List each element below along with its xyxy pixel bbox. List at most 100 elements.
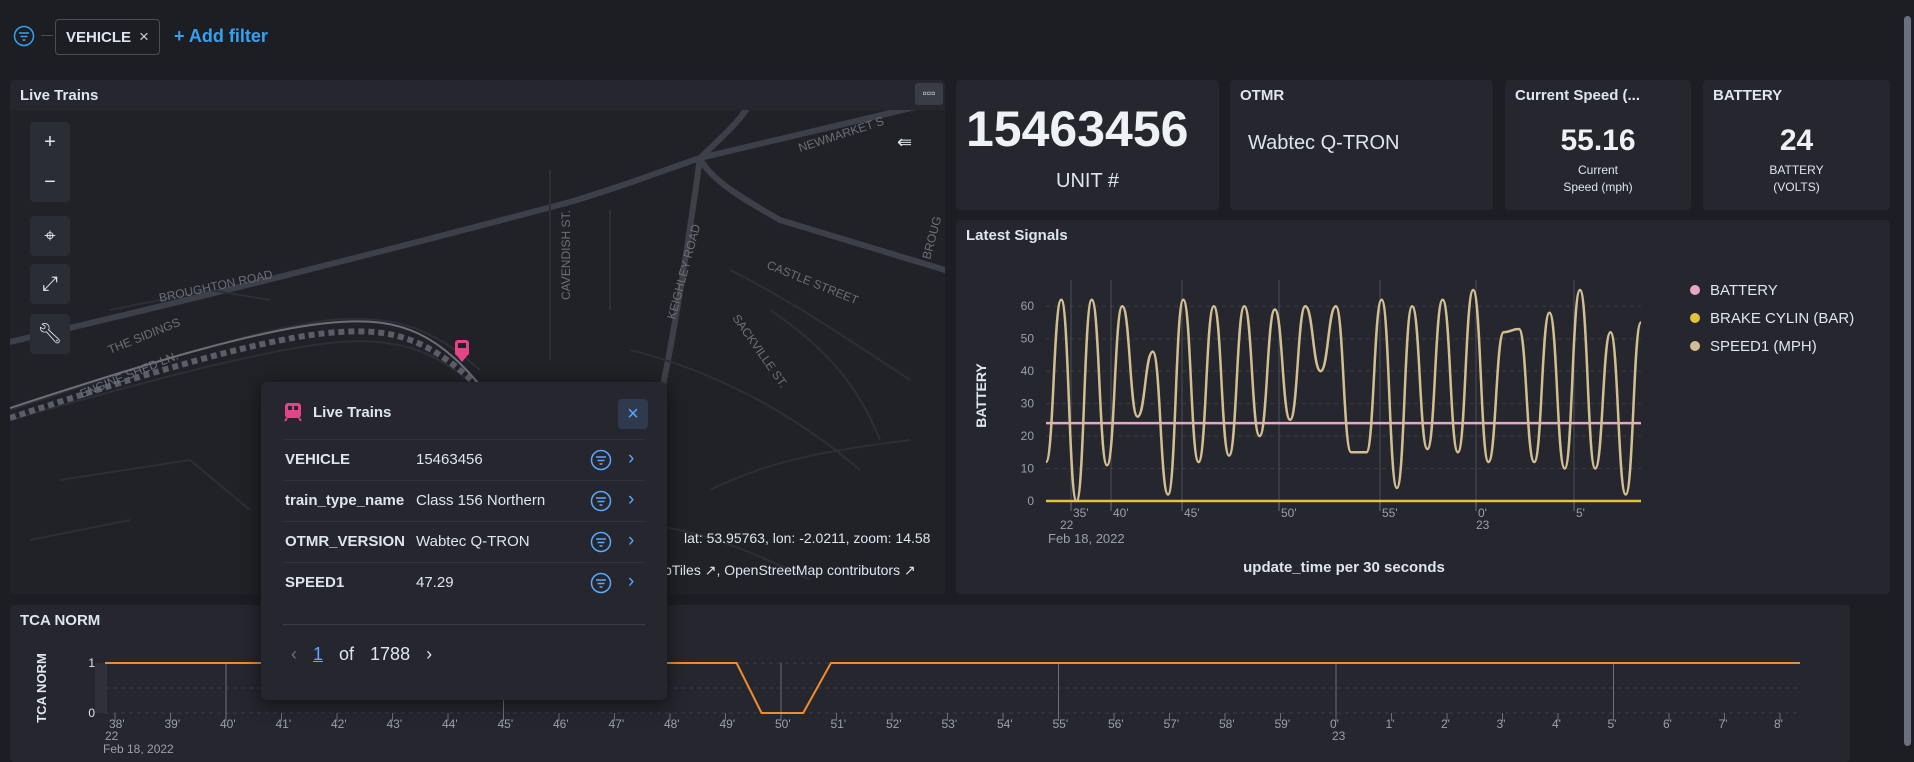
x-tick-sublabel: 23 xyxy=(1476,518,1490,532)
battery-sub-label: BATTERY xyxy=(1769,163,1824,177)
x-tick-label: 45' xyxy=(498,717,514,731)
plus-icon: + xyxy=(44,131,56,153)
street-label: BROUG xyxy=(919,215,944,261)
close-button[interactable]: × xyxy=(618,399,648,429)
filter-icon[interactable] xyxy=(590,572,612,594)
legend-item[interactable]: BATTERY xyxy=(1690,276,1854,304)
divider xyxy=(283,624,645,625)
x-tick-label: 35' xyxy=(1073,506,1089,520)
street-label: SACKVILLE ST. xyxy=(730,312,791,391)
street-label: CAVENDISH ST. xyxy=(559,210,573,300)
chevron-right-icon[interactable]: › xyxy=(628,448,635,469)
street-label: CASTLE STREET xyxy=(765,258,861,308)
x-tick-label: 57' xyxy=(1164,717,1180,731)
y-tick-label: 10 xyxy=(1021,462,1035,476)
y-tick-label: 0 xyxy=(88,706,95,720)
close-icon[interactable]: × xyxy=(139,27,149,46)
x-tick-label: 40' xyxy=(1113,506,1129,520)
add-filter-button[interactable]: + Add filter xyxy=(174,26,268,46)
x-tick-label: 47' xyxy=(609,717,625,731)
y-tick-label: 60 xyxy=(1021,299,1035,313)
legend-item[interactable]: SPEED1 (MPH) xyxy=(1690,332,1854,360)
chevron-right-icon[interactable]: › xyxy=(628,571,635,592)
x-tick-label: 5' xyxy=(1608,717,1617,731)
x-tick-label: 54' xyxy=(997,717,1013,731)
train-icon xyxy=(284,403,302,422)
minus-icon: − xyxy=(44,171,56,193)
filter-icon[interactable] xyxy=(590,531,612,553)
popup-row: SPEED1 47.29 › xyxy=(283,562,645,603)
tools-button[interactable]: 🔧︎ xyxy=(30,314,70,354)
signals-legend: BATTERY BRAKE CYLIN (BAR) SPEED1 (MPH) xyxy=(1690,276,1854,360)
scrollbar-thumb[interactable] xyxy=(1904,16,1911,746)
brush-handle[interactable] xyxy=(95,663,107,713)
street-label: BROUGHTON ROAD xyxy=(158,267,274,305)
map-attribution[interactable]: pTiles ↗, OpenStreetMap contributors ↗ xyxy=(664,562,916,578)
chevron-right-icon[interactable]: › xyxy=(628,530,635,551)
y-tick-label: 20 xyxy=(1021,429,1035,443)
panel-title: BATTERY xyxy=(1713,87,1783,104)
x-tick-label: 59' xyxy=(1275,717,1291,731)
x-tick-label: 58' xyxy=(1219,717,1235,731)
x-tick-label: 2' xyxy=(1441,717,1450,731)
latest-signals-panel: Latest Signals xyxy=(956,220,1890,594)
chevron-right-icon[interactable]: › xyxy=(426,644,433,664)
speed-sub-label: Speed (mph) xyxy=(1563,180,1633,194)
legend-swatch xyxy=(1690,285,1700,295)
popup-row-key: SPEED1 xyxy=(285,574,345,591)
x-tick-label: 41' xyxy=(276,717,292,731)
legend-swatch xyxy=(1690,341,1700,351)
popup-row-key: train_type_name xyxy=(285,492,405,509)
expand-icon: ⤢ xyxy=(42,273,58,295)
zoom-in-button[interactable]: + xyxy=(30,122,70,162)
x-tick-label: 6' xyxy=(1663,717,1672,731)
battery-value: 24 xyxy=(1779,124,1814,157)
page-current[interactable]: 1 xyxy=(313,644,324,664)
x-tick-sublabel: 22 xyxy=(105,729,119,743)
fullscreen-button[interactable]: ⤢ xyxy=(30,264,70,304)
panel-title: OTMR xyxy=(1240,87,1285,104)
legend-label: BATTERY xyxy=(1710,281,1778,299)
filter-connector xyxy=(41,35,53,36)
filter-icon[interactable] xyxy=(590,490,612,512)
x-tick-label: 38' xyxy=(109,717,125,731)
popup-row-value: 47.29 xyxy=(416,574,454,591)
locate-button[interactable]: ⌖ xyxy=(30,216,70,256)
x-tick-label: 51' xyxy=(831,717,847,731)
map-view[interactable]: NEWMARKET S BROUGHTON ROAD THE SIDINGS E… xyxy=(10,110,945,594)
y-tick-label: 50 xyxy=(1021,332,1035,346)
popup-row-value: 15463456 xyxy=(416,451,483,468)
x-tick-label: 52' xyxy=(886,717,902,731)
otmr-value: Wabtec Q-TRON xyxy=(1248,132,1400,154)
legend-item[interactable]: BRAKE CYLIN (BAR) xyxy=(1690,304,1854,332)
panel-title: Current Speed (... xyxy=(1515,87,1641,104)
y-tick-label: 30 xyxy=(1021,397,1035,411)
popup-row: train_type_name Class 156 Northern › xyxy=(283,480,645,521)
chevron-left-icon[interactable]: ‹ xyxy=(291,644,297,664)
x-tick-label: 49' xyxy=(720,717,736,731)
x-tick-label: 0' xyxy=(1330,717,1339,731)
filter-pill-vehicle[interactable]: VEHICLE × xyxy=(55,19,160,55)
wrench-icon: 🔧︎ xyxy=(37,323,63,345)
latest-signals-chart[interactable]: 0 10 20 30 40 50 60 35' 40' 45' 50' 55' 0' 5' 22 23 Feb … xyxy=(956,250,1656,590)
x-tick-label: 5' xyxy=(1576,506,1585,520)
x-tick-label: 8' xyxy=(1774,717,1783,731)
scrollbar[interactable] xyxy=(1900,0,1914,762)
zoom-out-button[interactable]: − xyxy=(30,162,70,202)
x-tick-label: 40' xyxy=(220,717,236,731)
train-marker-icon[interactable] xyxy=(455,340,469,362)
filter-icon[interactable] xyxy=(590,449,612,471)
x-tick-sublabel: 22 xyxy=(1060,518,1074,532)
panel-options-icon[interactable]: ▫▫▫ xyxy=(915,83,943,105)
layers-toggle-icon[interactable]: ⇚ xyxy=(897,132,913,152)
speed-value: 55.16 xyxy=(1560,124,1636,157)
series-line-speed1-mph-[interactable] xyxy=(1044,288,1643,503)
x-tick-label: 56' xyxy=(1108,717,1124,731)
chevron-right-icon[interactable]: › xyxy=(628,489,635,510)
unit-metric-panel: 15463456 UNIT # xyxy=(956,80,1219,210)
street-label: KEIGHLEY ROAD xyxy=(664,222,703,320)
map-coordinates: lat: 53.95763, lon: -2.0211, zoom: 14.58 xyxy=(684,530,931,546)
filter-icon[interactable] xyxy=(13,25,35,47)
x-tick-label: 45' xyxy=(1184,506,1200,520)
panel-title: TCA NORM xyxy=(20,612,101,629)
